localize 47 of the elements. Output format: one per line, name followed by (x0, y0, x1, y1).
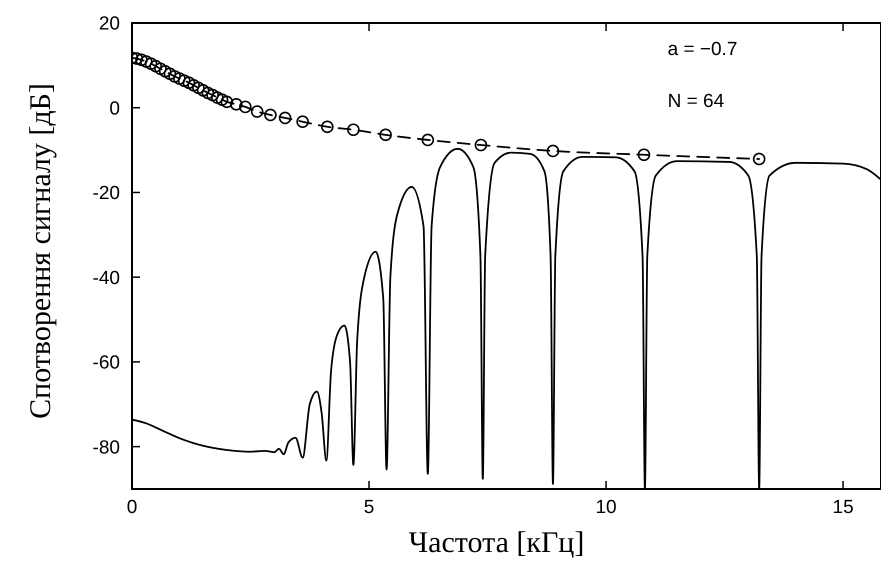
point (154, 62, 167, 76)
point (752, 152, 766, 166)
y-axis-title: Спотворення сигналу [дБ] (24, 83, 57, 419)
point (638, 148, 650, 162)
point (196, 84, 210, 97)
x-tick-label: 10 (595, 497, 617, 518)
point (202, 86, 214, 100)
point (347, 123, 360, 136)
point (220, 95, 234, 108)
annotation: a = −0.7 (668, 38, 738, 60)
point (216, 93, 228, 106)
point (173, 72, 186, 85)
y-tick-label: -40 (92, 268, 120, 289)
x-tick-label: 15 (832, 497, 854, 518)
point (239, 100, 252, 114)
point (321, 120, 334, 134)
point (379, 128, 392, 142)
point (158, 64, 172, 78)
point (164, 68, 176, 80)
y-tick-label: 0 (109, 98, 120, 120)
point (264, 108, 277, 122)
point (296, 115, 309, 128)
x-tick-label: 0 (126, 497, 138, 518)
y-tick-label: -20 (92, 183, 120, 204)
point (135, 54, 148, 66)
point (140, 55, 153, 68)
y-tick-label: -80 (92, 437, 120, 458)
annotation: N = 64 (668, 90, 725, 112)
point (182, 76, 196, 90)
point (546, 144, 560, 158)
point (178, 74, 190, 87)
x-tick-label: 5 (364, 497, 374, 518)
point (250, 105, 264, 118)
point (149, 60, 162, 73)
point (278, 112, 292, 124)
y-tick-label: -60 (92, 352, 120, 374)
point (192, 82, 205, 94)
point (187, 78, 200, 92)
point (230, 98, 243, 111)
x-axis-title: Частота [кГц] (408, 526, 584, 559)
point (474, 138, 488, 152)
y-tick-label: 20 (98, 14, 120, 35)
point (206, 88, 219, 102)
point (422, 134, 434, 146)
point (168, 70, 181, 83)
point (211, 91, 224, 104)
point (144, 57, 158, 70)
